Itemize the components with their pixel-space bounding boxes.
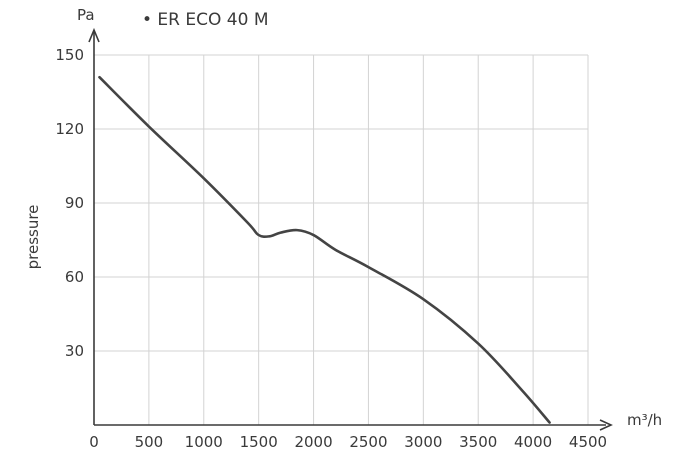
x-tick-label-1500: 1500 <box>240 433 278 451</box>
x-tick-label-2000: 2000 <box>294 433 332 451</box>
x-tick-label-500: 500 <box>135 433 164 451</box>
series-layer <box>98 75 551 424</box>
x-tick-label-3500: 3500 <box>459 433 497 451</box>
y-tick-label-30: 30 <box>65 342 84 360</box>
x-axis-arrow <box>599 419 613 431</box>
axes <box>88 27 613 431</box>
x-tick-label-3000: 3000 <box>404 433 442 451</box>
x-tick-label-0: 0 <box>89 433 99 451</box>
x-tick-label-1000: 1000 <box>185 433 223 451</box>
y-tick-label-60: 60 <box>65 268 84 286</box>
series-line-0 <box>98 75 551 424</box>
tick-labels: 0 500 1000 1500 2000 2500 3000 3500 4000 4500 30 60… <box>55 46 607 451</box>
x-axis-label: m³/h <box>627 411 662 429</box>
y-unit-label: Pa <box>77 6 95 24</box>
x-tick-label-2500: 2500 <box>349 433 387 451</box>
chart-title: • ER ECO 40 M <box>142 10 269 30</box>
y-axis-label: pressure <box>24 205 42 270</box>
y-tick-label-90: 90 <box>65 194 84 212</box>
y-tick-label-150: 150 <box>55 46 84 64</box>
y-axis-arrow <box>88 27 100 43</box>
y-tick-label-120: 120 <box>55 120 84 138</box>
x-tick-label-4000: 4000 <box>514 433 552 451</box>
grid-lines <box>94 54 589 425</box>
x-tick-label-4500: 4500 <box>569 433 607 451</box>
